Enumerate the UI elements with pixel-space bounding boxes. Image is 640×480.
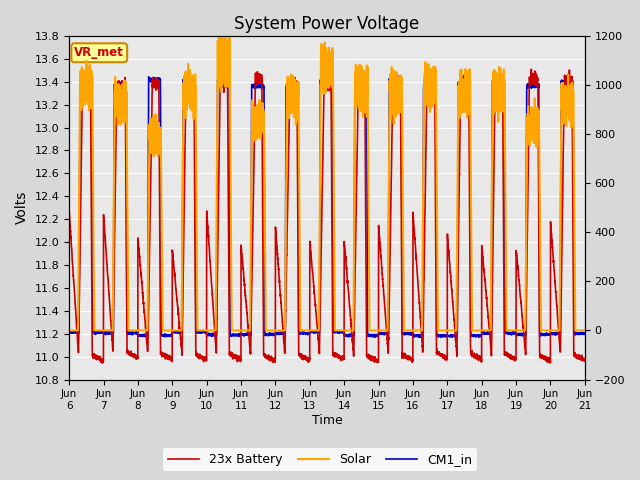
23x Battery: [65, 208, 73, 214]
Legend: 23x Battery, Solar, CM1_in: 23x Battery, Solar, CM1_in: [163, 448, 477, 471]
Solar: [414, 327, 422, 333]
23x Battery: [99, 360, 106, 366]
CM1_in: [392, 74, 399, 80]
Solar: [158, 231, 166, 237]
Title: System Power Voltage: System Power Voltage: [234, 15, 420, 33]
Solar: [226, 31, 234, 37]
23x Battery: [472, 354, 479, 360]
Solar: [581, 327, 589, 333]
23x Battery: [581, 357, 589, 362]
23x Battery: [527, 66, 535, 72]
Solar: [442, 327, 450, 333]
Solar: [472, 327, 479, 333]
Solar: [65, 327, 73, 333]
Line: CM1_in: CM1_in: [69, 77, 585, 337]
23x Battery: [308, 257, 316, 263]
CM1_in: [415, 335, 423, 340]
X-axis label: Time: Time: [312, 414, 342, 427]
CM1_in: [308, 329, 316, 335]
23x Battery: [158, 354, 166, 360]
CM1_in: [581, 331, 589, 337]
CM1_in: [472, 334, 479, 340]
23x Battery: [580, 357, 588, 362]
23x Battery: [442, 356, 450, 361]
CM1_in: [158, 332, 166, 338]
Line: Solar: Solar: [69, 34, 585, 330]
Text: VR_met: VR_met: [74, 46, 124, 59]
Line: 23x Battery: 23x Battery: [69, 69, 585, 363]
CM1_in: [580, 332, 588, 337]
Solar: [580, 327, 588, 333]
CM1_in: [443, 332, 451, 338]
Solar: [308, 327, 316, 333]
CM1_in: [65, 329, 73, 335]
CM1_in: [414, 333, 422, 339]
Y-axis label: Volts: Volts: [15, 191, 29, 225]
23x Battery: [414, 276, 422, 282]
